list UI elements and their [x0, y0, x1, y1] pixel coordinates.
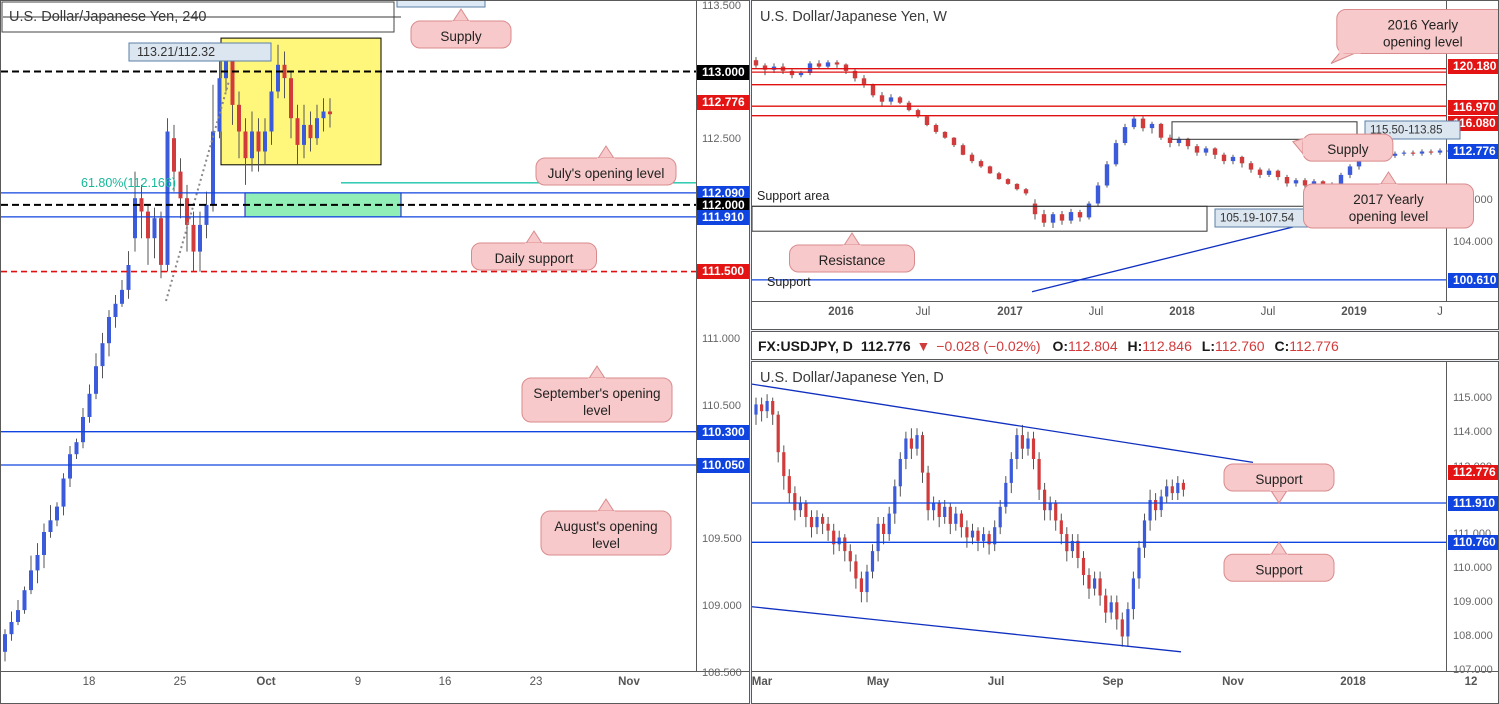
svg-text:111.910: 111.910 — [702, 210, 744, 224]
svg-text:opening level: opening level — [1383, 35, 1463, 50]
svg-text:111.500: 111.500 — [702, 264, 744, 278]
svg-text:113.21/112.32: 113.21/112.32 — [137, 45, 215, 59]
svg-text:23: 23 — [530, 676, 543, 688]
svg-text:Supply: Supply — [1327, 142, 1369, 157]
svg-text:Nov: Nov — [1222, 676, 1244, 688]
svg-text:2019: 2019 — [1341, 306, 1367, 318]
svg-text:112.776: 112.776 — [1453, 144, 1496, 158]
svg-text:opening level: opening level — [1349, 209, 1429, 224]
svg-text:112.776: 112.776 — [1453, 465, 1496, 479]
svg-text:108.500: 108.500 — [702, 667, 742, 679]
svg-text:100.610: 100.610 — [1453, 273, 1497, 287]
svg-text:110.000: 110.000 — [1453, 562, 1492, 574]
svg-text:Support: Support — [767, 275, 811, 289]
svg-text:113.500: 113.500 — [702, 1, 741, 12]
svg-text:112.500: 112.500 — [702, 133, 741, 145]
svg-text:113.000: 113.000 — [702, 65, 745, 79]
svg-text:111.000: 111.000 — [702, 333, 740, 345]
svg-text:112.776: 112.776 — [702, 95, 745, 109]
svg-text:Jul: Jul — [988, 676, 1005, 688]
svg-text:109.000: 109.000 — [1453, 596, 1493, 608]
svg-text:J: J — [1437, 306, 1443, 318]
svg-text:Jul: Jul — [1261, 306, 1276, 318]
svg-text:September's opening: September's opening — [533, 386, 660, 401]
svg-text:Supply: Supply — [440, 29, 482, 44]
svg-text:July's opening level: July's opening level — [548, 166, 665, 181]
svg-text:110.300: 110.300 — [702, 425, 745, 439]
svg-text:2018: 2018 — [1169, 306, 1195, 318]
svg-text:Support area: Support area — [757, 189, 829, 203]
svg-text:110.500: 110.500 — [702, 400, 741, 412]
svg-text:Support: Support — [1255, 472, 1303, 487]
svg-text:61.80%(112.166): 61.80%(112.166) — [81, 176, 176, 190]
svg-text:25: 25 — [174, 676, 187, 688]
svg-text:109.500: 109.500 — [702, 533, 742, 545]
svg-text:114.000: 114.000 — [1453, 426, 1492, 438]
svg-text:110.760: 110.760 — [1453, 535, 1496, 549]
svg-text:Jul: Jul — [916, 306, 931, 318]
svg-text:Mar: Mar — [752, 676, 773, 688]
svg-text:U.S. Dollar/Japanese Yen, W: U.S. Dollar/Japanese Yen, W — [760, 9, 947, 25]
svg-text:105.19-107.54: 105.19-107.54 — [1220, 213, 1295, 225]
svg-text:2017: 2017 — [997, 306, 1023, 318]
svg-text:108.000: 108.000 — [1453, 630, 1493, 642]
svg-text:2016: 2016 — [828, 306, 854, 318]
svg-text:110.050: 110.050 — [702, 458, 745, 472]
svg-text:2016 Yearly: 2016 Yearly — [1388, 18, 1459, 33]
svg-text:115.000: 115.000 — [1453, 392, 1492, 404]
svg-text:120.180: 120.180 — [1453, 59, 1497, 73]
svg-text:9: 9 — [355, 676, 361, 688]
svg-text:May: May — [867, 676, 890, 688]
svg-text:16: 16 — [439, 676, 452, 688]
svg-text:Daily support: Daily support — [495, 251, 574, 266]
svg-text:August's opening: August's opening — [554, 519, 657, 534]
svg-text:Sep: Sep — [1102, 676, 1123, 688]
svg-text:Support: Support — [1255, 562, 1303, 577]
svg-text:104.000: 104.000 — [1453, 236, 1493, 248]
svg-text:level: level — [583, 403, 611, 418]
svg-text:Resistance: Resistance — [819, 253, 886, 268]
svg-text:116.970: 116.970 — [1453, 100, 1496, 114]
svg-text:U.S. Dollar/Japanese Yen, D: U.S. Dollar/Japanese Yen, D — [760, 370, 944, 386]
svg-text:Nov: Nov — [618, 676, 640, 688]
svg-text:level: level — [592, 536, 620, 551]
svg-text:2018: 2018 — [1340, 676, 1366, 688]
svg-text:109.000: 109.000 — [702, 600, 742, 612]
svg-text:18: 18 — [83, 676, 96, 688]
svg-text:Oct: Oct — [256, 676, 275, 688]
svg-text:107.000: 107.000 — [1453, 664, 1493, 676]
svg-text:12: 12 — [1465, 676, 1478, 688]
svg-text:111.910: 111.910 — [1453, 496, 1495, 510]
svg-text:Jul: Jul — [1089, 306, 1104, 318]
svg-text:2017 Yearly: 2017 Yearly — [1353, 192, 1424, 207]
